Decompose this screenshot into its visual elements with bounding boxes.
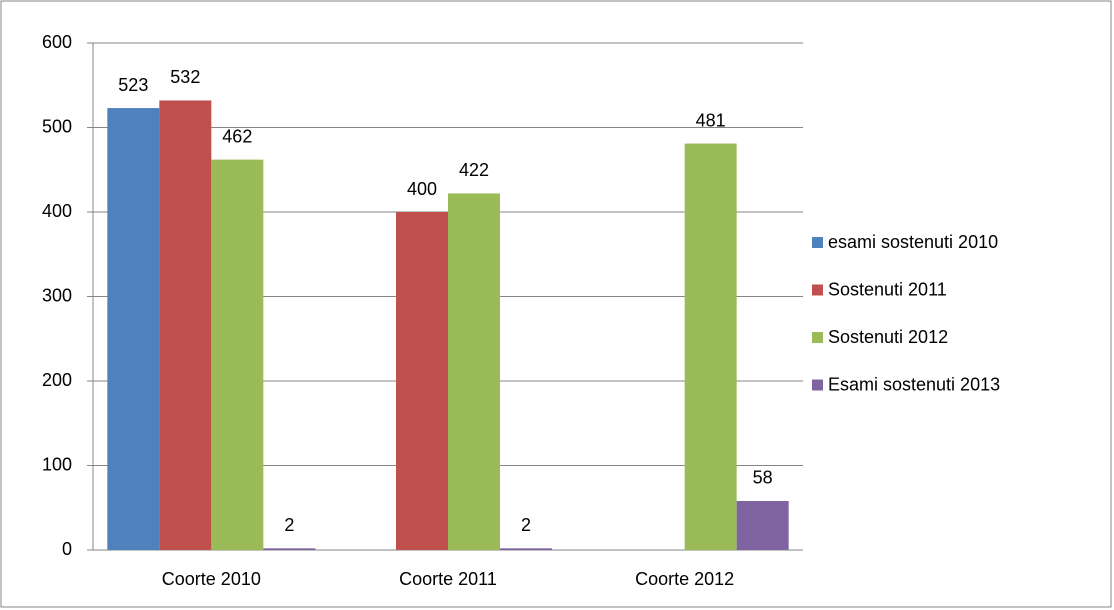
bar — [396, 212, 448, 550]
y-tick-label: 300 — [42, 285, 72, 305]
y-tick-label: 600 — [42, 32, 72, 52]
y-tick-label: 500 — [42, 116, 72, 136]
legend-swatch — [812, 284, 823, 296]
bar — [736, 500, 789, 550]
legend-label: Esami sostenuti 2013 — [828, 374, 1000, 394]
y-tick-label: 400 — [42, 201, 72, 221]
x-tick-label: Coorte 2011 — [399, 569, 497, 589]
bar — [211, 159, 264, 551]
bar — [500, 548, 552, 550]
legend-swatch — [812, 332, 823, 343]
data-label: 481 — [696, 110, 726, 130]
x-tick-label: Coorte 2012 — [635, 569, 734, 589]
bar — [684, 143, 737, 550]
data-label: 400 — [407, 179, 437, 199]
bar — [159, 100, 212, 551]
data-label: 532 — [170, 67, 200, 87]
legend-label: esami sostenuti 2010 — [828, 232, 998, 252]
legend-label: Sostenuti 2011 — [828, 279, 947, 299]
data-label: 523 — [118, 75, 148, 95]
y-tick-label: 200 — [42, 370, 72, 390]
data-label: 422 — [459, 160, 489, 180]
data-label: 2 — [521, 515, 531, 535]
bar — [107, 108, 160, 550]
legend-label: Sostenuti 2012 — [828, 327, 948, 347]
legend-swatch — [812, 379, 823, 391]
legend-swatch — [812, 237, 823, 248]
y-tick-label: 0 — [62, 539, 72, 559]
bar — [263, 548, 316, 550]
bar — [448, 193, 500, 550]
y-tick-label: 100 — [42, 454, 72, 474]
x-tick-label: Coorte 2010 — [162, 569, 261, 589]
data-label: 462 — [222, 126, 252, 146]
data-label: 2 — [284, 515, 294, 535]
data-label: 58 — [753, 468, 773, 488]
